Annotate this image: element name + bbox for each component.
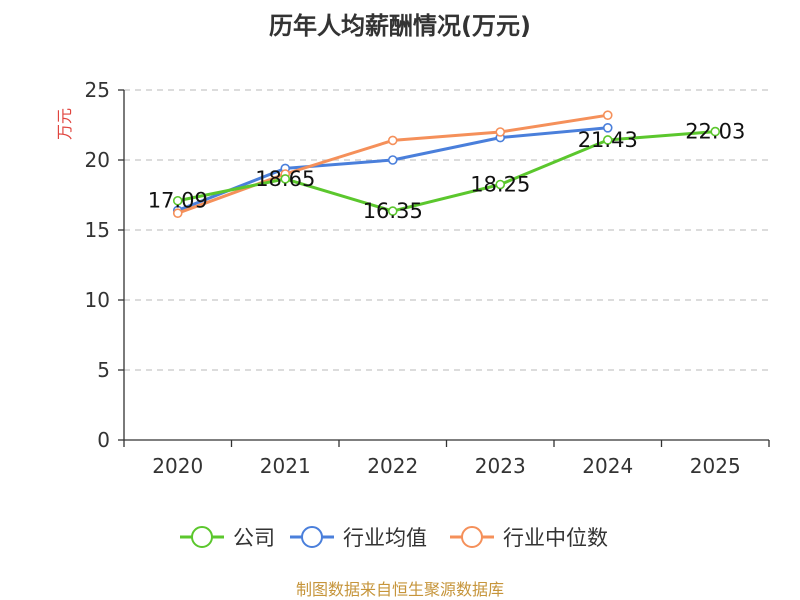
data-label: 21.43 — [578, 128, 638, 152]
data-label: 18.65 — [255, 167, 315, 191]
data-point — [495, 127, 506, 137]
x-tick-label: 2022 — [367, 454, 418, 478]
data-label: 18.25 — [470, 173, 530, 197]
data-labels: 17.09 18.65 16.35 18.25 21.43 22.03 — [148, 120, 746, 224]
source-note: 制图数据来自恒生聚源数据库 — [296, 580, 504, 599]
data-label: 22.03 — [685, 120, 745, 144]
data-point — [387, 135, 398, 146]
data-point — [602, 123, 613, 133]
legend-marker — [301, 526, 323, 548]
data-point — [495, 179, 506, 190]
data-point — [387, 155, 398, 165]
legend-item[interactable]: 行业中位数 — [450, 526, 608, 550]
y-tick-label: 5 — [97, 358, 110, 382]
y-tick-label: 20 — [85, 148, 110, 172]
chart-title: 历年人均薪酬情况(万元) — [269, 12, 531, 40]
x-tick-label: 2023 — [475, 454, 526, 478]
legend-marker — [461, 526, 483, 548]
legend-marker — [191, 526, 213, 548]
legend-label: 行业中位数 — [503, 526, 608, 550]
grid-lines — [124, 89, 769, 371]
data-point — [710, 126, 721, 137]
legend-label: 行业均值 — [343, 526, 427, 550]
data-label: 17.09 — [148, 189, 208, 213]
data-label: 16.35 — [363, 199, 423, 223]
series-layer — [172, 110, 721, 218]
x-tick-label: 2021 — [260, 454, 311, 478]
series-line-0 — [177, 130, 716, 213]
data-point — [602, 135, 613, 145]
y-axis-label: 万元 — [55, 108, 74, 140]
data-point — [172, 208, 183, 218]
data-point — [172, 195, 183, 206]
x-tick-label: 2024 — [582, 454, 633, 478]
y-tick-label: 10 — [85, 288, 110, 312]
x-tick-label: 2020 — [152, 454, 203, 478]
legend[interactable]: 公司 行业均值 行业中位数 — [180, 526, 608, 550]
data-point — [602, 110, 613, 120]
y-tick-label: 0 — [97, 428, 110, 452]
legend-item[interactable]: 公司 — [180, 526, 275, 550]
y-tick-label: 25 — [85, 78, 110, 102]
data-point — [387, 206, 398, 216]
legend-label: 公司 — [233, 526, 275, 550]
y-tick-label: 15 — [85, 218, 110, 242]
data-point — [280, 174, 291, 184]
x-tick-label: 2025 — [690, 454, 741, 478]
legend-item[interactable]: 行业均值 — [290, 526, 427, 550]
